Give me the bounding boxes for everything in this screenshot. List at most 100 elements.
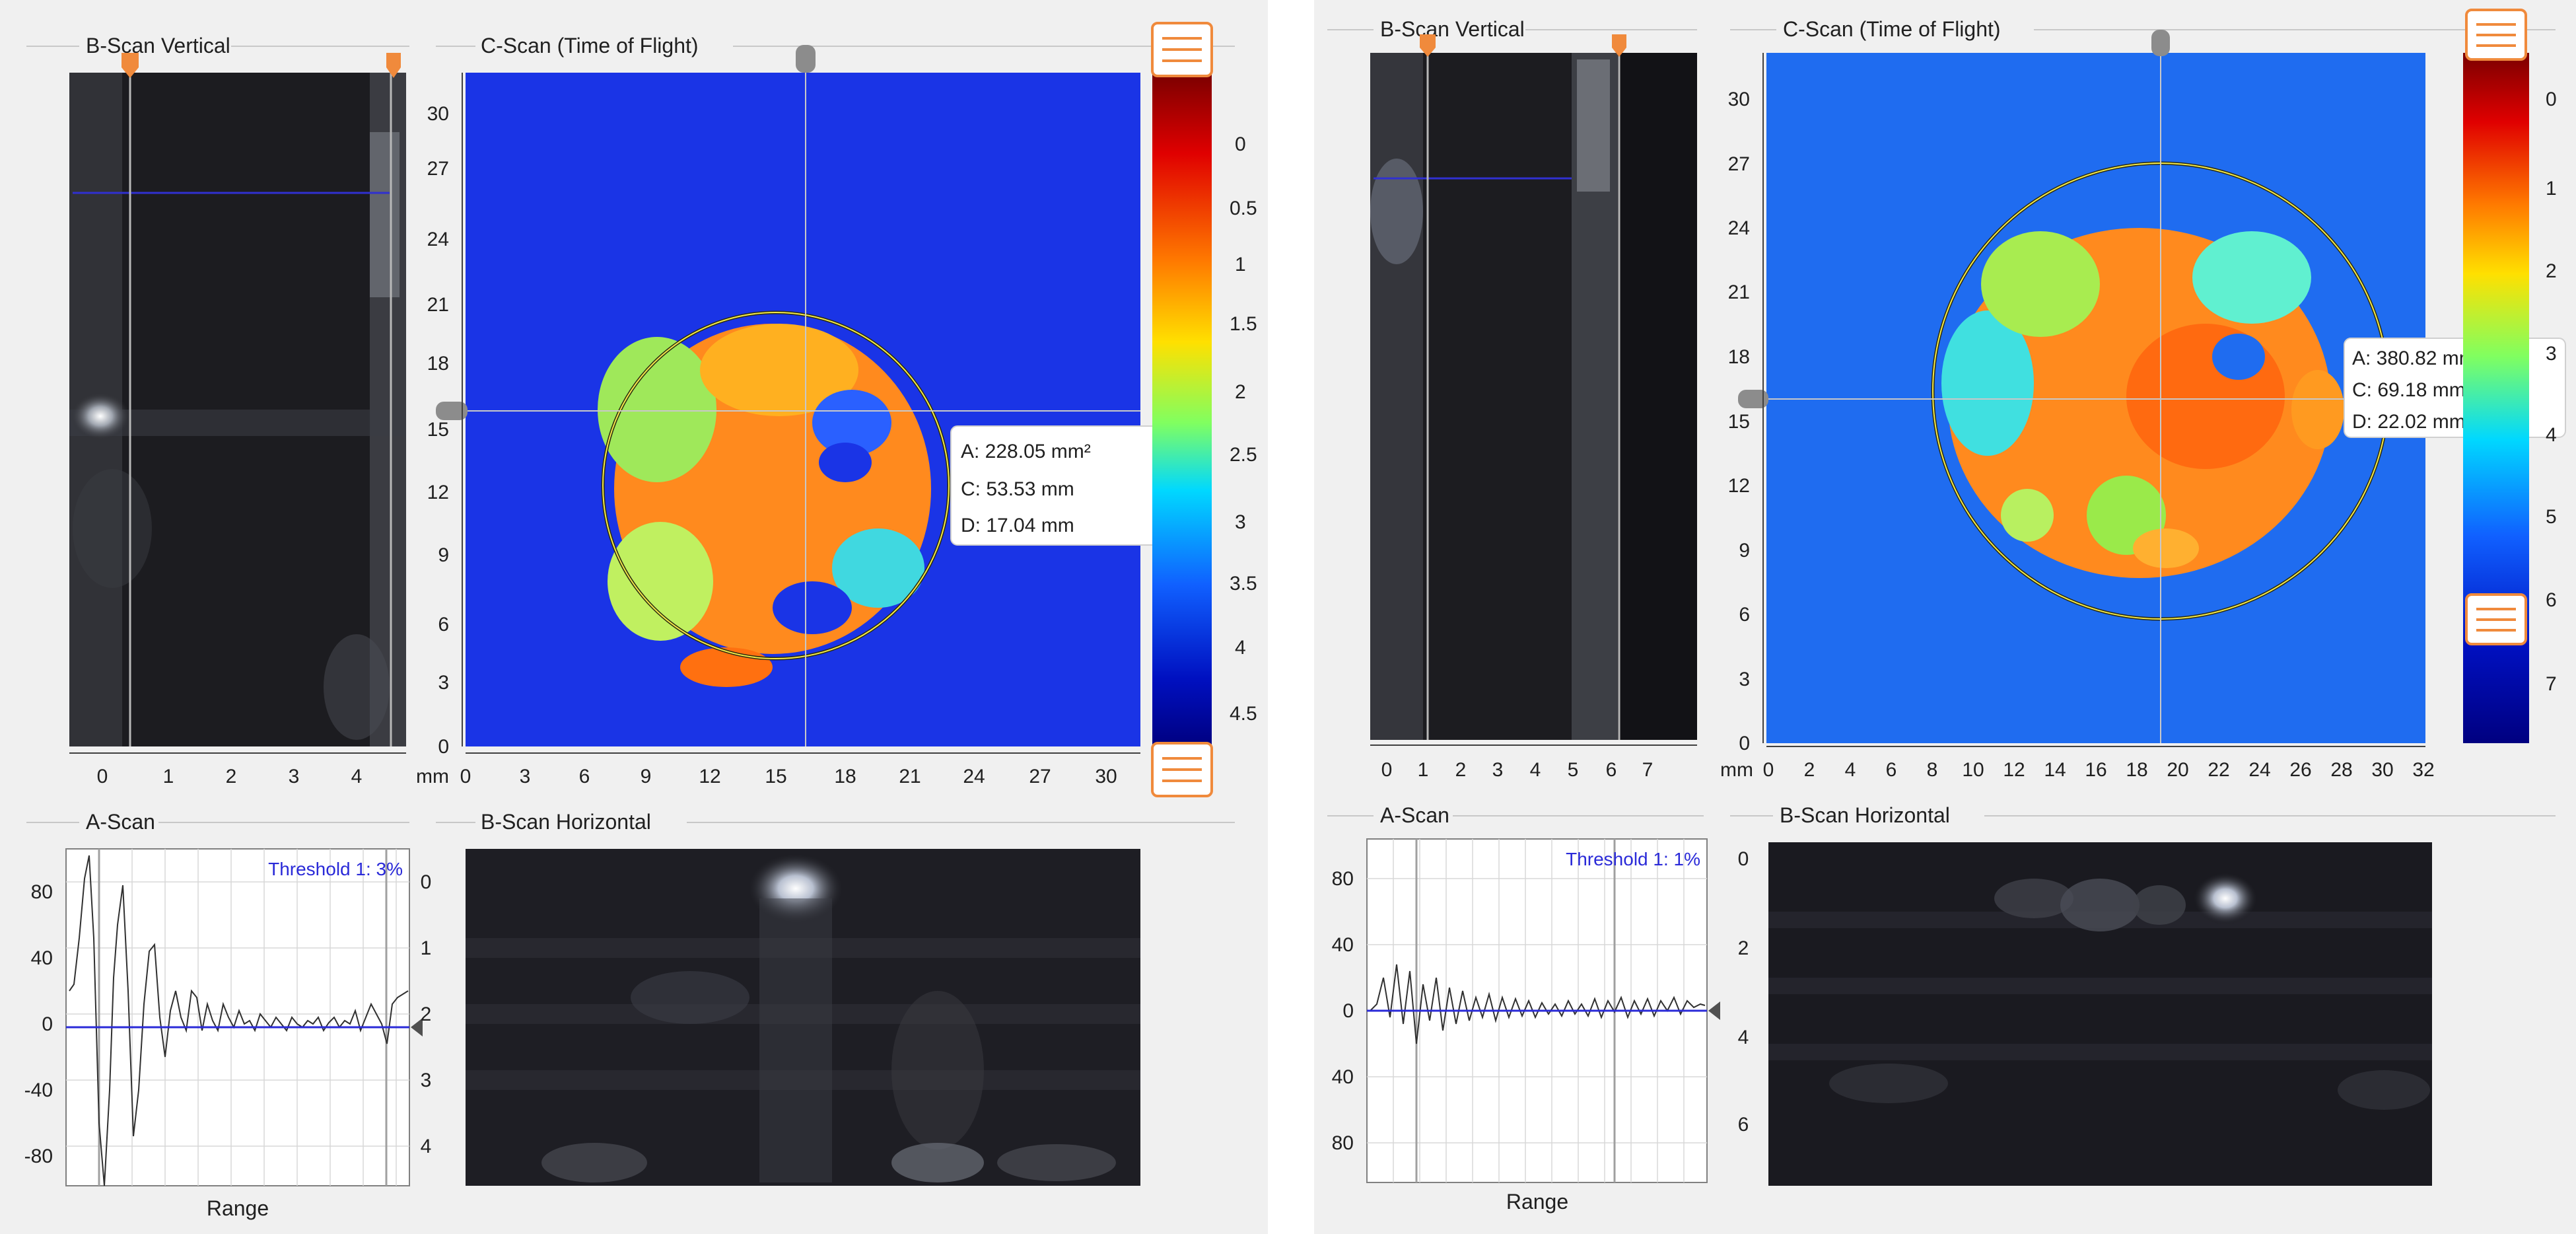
ascan-plot[interactable]: Threshold 1: 3% bbox=[65, 848, 410, 1186]
tick-label: 0 bbox=[42, 1013, 53, 1035]
tick-label: 2 bbox=[1804, 759, 1815, 781]
tick-label: 4 bbox=[1530, 759, 1541, 781]
tick-label: 7 bbox=[1642, 759, 1654, 781]
tick-label: 3 bbox=[520, 766, 531, 787]
tick-label: 80 bbox=[31, 881, 53, 903]
tick-label: 30 bbox=[1095, 766, 1117, 787]
tick-label: 18 bbox=[1728, 346, 1750, 368]
tick-label: 0 bbox=[1342, 1000, 1354, 1022]
tick-label: 4 bbox=[421, 1136, 432, 1157]
tick-label: 12 bbox=[2003, 759, 2025, 781]
tick-label: 0 bbox=[1738, 848, 1749, 870]
orange-marker-icon[interactable] bbox=[1420, 34, 1436, 57]
tick-label: 12 bbox=[699, 766, 720, 787]
tick-label: 27 bbox=[427, 158, 449, 180]
tick-label: 4 bbox=[1738, 1027, 1749, 1048]
tick-label: 1 bbox=[1418, 759, 1429, 781]
measurement-info-box: A: 380.82 mm² C: 69.18 mm D: 22.02 mm bbox=[2344, 338, 2566, 438]
tick-label: 26 bbox=[2289, 759, 2311, 781]
bscan-vertical-header: B-Scan Vertical bbox=[26, 34, 409, 57]
tick-label: 1.5 bbox=[1230, 313, 1257, 335]
tick-label: 20 bbox=[2167, 759, 2188, 781]
axis-unit-label: mm bbox=[1720, 759, 1753, 781]
tick-label: 3 bbox=[1739, 669, 1750, 690]
tick-label: 27 bbox=[1728, 153, 1750, 175]
tick-label: 2 bbox=[1738, 937, 1749, 959]
ascan-header: A-Scan bbox=[1327, 803, 1704, 827]
orange-marker-icon[interactable] bbox=[386, 53, 401, 78]
menu-icon[interactable] bbox=[1151, 742, 1213, 797]
tick-label: 3 bbox=[289, 766, 300, 787]
cscan-header: C-Scan (Time of Flight) bbox=[1730, 17, 2556, 41]
ascan-label: A-Scan bbox=[86, 810, 155, 834]
tick-label: 6 bbox=[2546, 589, 2557, 611]
tick-label: 10 bbox=[1962, 759, 1984, 781]
tick-label: 24 bbox=[2248, 759, 2270, 781]
threshold-label: Threshold 1: 1% bbox=[1566, 849, 1700, 869]
bscan-horizontal-label: B-Scan Horizontal bbox=[1780, 803, 1950, 827]
cscan-x-axis: mm 0 2 4 6 8 10 12 14 16 18 20 22 24 26 … bbox=[1720, 746, 2435, 781]
tick-label: 21 bbox=[899, 766, 921, 787]
bscan-horizontal-image[interactable] bbox=[1768, 842, 2432, 1186]
cscan-header: C-Scan (Time of Flight) bbox=[436, 34, 1235, 57]
cscan-label: C-Scan (Time of Flight) bbox=[1783, 17, 2001, 41]
right-panel-canvas: B-Scan Vertical C-Scan (Time of Flight) … bbox=[1327, 9, 2566, 1214]
tick-label: 1 bbox=[163, 766, 174, 787]
tick-label: 1 bbox=[421, 937, 432, 959]
tick-label: 1 bbox=[1235, 254, 1246, 275]
cscan-image[interactable] bbox=[466, 73, 1140, 746]
cursor-arrow-icon[interactable] bbox=[1708, 1001, 1720, 1020]
cscan-image[interactable] bbox=[1766, 53, 2425, 743]
circumference-readout: C: 53.53 mm bbox=[961, 478, 1074, 500]
slider-handle-icon[interactable] bbox=[436, 402, 468, 420]
bscan-vertical-header: B-Scan Vertical bbox=[1327, 17, 1697, 41]
tick-label: 21 bbox=[427, 294, 449, 316]
tick-label: -80 bbox=[24, 1145, 53, 1167]
ascan-plot[interactable]: Threshold 1: 1% bbox=[1366, 838, 1708, 1183]
tick-label: 4 bbox=[2546, 424, 2557, 446]
left-panel-canvas: B-Scan Vertical C-Scan (Time of Flight) … bbox=[24, 22, 1257, 1220]
colorbar: 0 0.5 1 1.5 2 2.5 3 3.5 4 4.5 bbox=[1152, 73, 1257, 746]
tick-label: 0 bbox=[1763, 759, 1774, 781]
tick-label: 5 bbox=[2546, 506, 2557, 528]
ascan-y-axis: 80 40 0 -40 -80 bbox=[24, 881, 53, 1167]
threshold-label: Threshold 1: 3% bbox=[268, 859, 403, 879]
tick-label: 80 bbox=[1332, 1132, 1354, 1154]
slider-handle-icon[interactable] bbox=[796, 45, 816, 73]
left-panel: B-Scan Vertical C-Scan (Time of Flight) … bbox=[0, 0, 1268, 1234]
menu-icon[interactable] bbox=[2465, 593, 2527, 645]
tick-label: 30 bbox=[427, 103, 449, 125]
bscan-horizontal-y-axis: 0 1 2 3 4 bbox=[421, 871, 432, 1157]
bscan-horizontal-image[interactable] bbox=[466, 849, 1140, 1186]
circumference-readout: C: 69.18 mm bbox=[2352, 379, 2466, 401]
orange-marker-icon[interactable] bbox=[122, 53, 139, 78]
tick-label: 40 bbox=[1332, 934, 1354, 956]
slider-handle-icon[interactable] bbox=[2151, 30, 2170, 56]
cursor-arrow-icon[interactable] bbox=[411, 1018, 423, 1036]
menu-icon[interactable] bbox=[1151, 22, 1213, 77]
menu-icon[interactable] bbox=[2465, 9, 2527, 61]
bscan-horizontal-label: B-Scan Horizontal bbox=[481, 810, 651, 834]
tick-label: 2 bbox=[1455, 759, 1467, 781]
bscan-vertical-image[interactable] bbox=[69, 73, 406, 746]
tick-label: 7 bbox=[2546, 673, 2557, 695]
orange-marker-icon[interactable] bbox=[1612, 34, 1626, 57]
tick-label: 4 bbox=[351, 766, 363, 787]
tick-label: 0 bbox=[438, 736, 449, 758]
slider-handle-icon[interactable] bbox=[1738, 390, 1768, 408]
tick-label: 9 bbox=[438, 544, 449, 566]
bscan-vertical-image[interactable] bbox=[1370, 53, 1697, 740]
tick-label: 4.5 bbox=[1230, 703, 1257, 725]
tick-label: 32 bbox=[2412, 759, 2434, 781]
tick-label: 30 bbox=[2371, 759, 2393, 781]
tick-label: 2 bbox=[1235, 381, 1246, 403]
tick-label: 3 bbox=[2546, 343, 2557, 365]
tick-label: 0 bbox=[1739, 733, 1750, 754]
tick-label: 15 bbox=[765, 766, 786, 787]
tick-label: 0 bbox=[460, 766, 471, 787]
tick-label: 24 bbox=[1728, 217, 1750, 239]
tick-label: 24 bbox=[963, 766, 985, 787]
tick-label: 14 bbox=[2044, 759, 2066, 781]
bscan-vertical-x-axis: 0 1 2 3 4 5 6 7 bbox=[1370, 744, 1697, 781]
cscan-y-axis: 30 27 24 21 18 15 12 9 6 3 0 bbox=[1728, 53, 1764, 754]
